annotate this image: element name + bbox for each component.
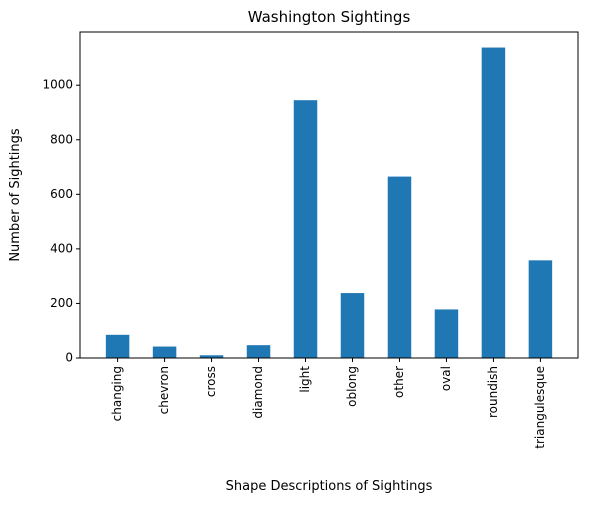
y-tick-label: 200 <box>50 296 73 310</box>
bar-roundish <box>481 47 506 359</box>
bar-changing <box>105 334 130 358</box>
x-tick-label: light <box>298 366 312 393</box>
plot-frame <box>79 31 579 359</box>
bar-oval <box>434 309 459 358</box>
x-tick-label: roundish <box>486 366 500 418</box>
x-axis: changing chevron cross diamond light oblong ot… <box>110 358 547 449</box>
x-tick-label: oval <box>439 366 453 391</box>
x-tick-label: other <box>392 366 406 398</box>
x-tick-label: changing <box>110 366 124 421</box>
x-tick-label: diamond <box>251 366 265 419</box>
x-tick-label: chevron <box>157 366 171 414</box>
bar-light <box>293 100 318 358</box>
y-tick-label: 600 <box>50 187 73 201</box>
x-tick-label: cross <box>204 366 218 397</box>
y-tick-label: 400 <box>50 241 73 255</box>
y-tick-label: 1000 <box>42 78 73 92</box>
bar-diamond <box>246 345 271 358</box>
chart-title: Washington Sightings <box>248 8 411 26</box>
bar-other <box>387 176 412 358</box>
y-tick-label: 0 <box>65 351 73 365</box>
bar-triangulesque <box>528 260 553 358</box>
x-tick-label: triangulesque <box>533 366 547 449</box>
bar-oblong <box>340 293 365 358</box>
bar-chevron <box>152 346 177 358</box>
y-axis-label: Number of Sightings <box>8 128 23 262</box>
x-tick-label: oblong <box>345 366 359 407</box>
bars-layer <box>105 47 553 359</box>
y-tick-label: 800 <box>50 132 73 146</box>
bar-cross <box>199 355 224 358</box>
y-axis: 0 200 400 600 800 1000 <box>42 78 80 365</box>
x-axis-label: Shape Descriptions of Sightings <box>226 479 433 494</box>
